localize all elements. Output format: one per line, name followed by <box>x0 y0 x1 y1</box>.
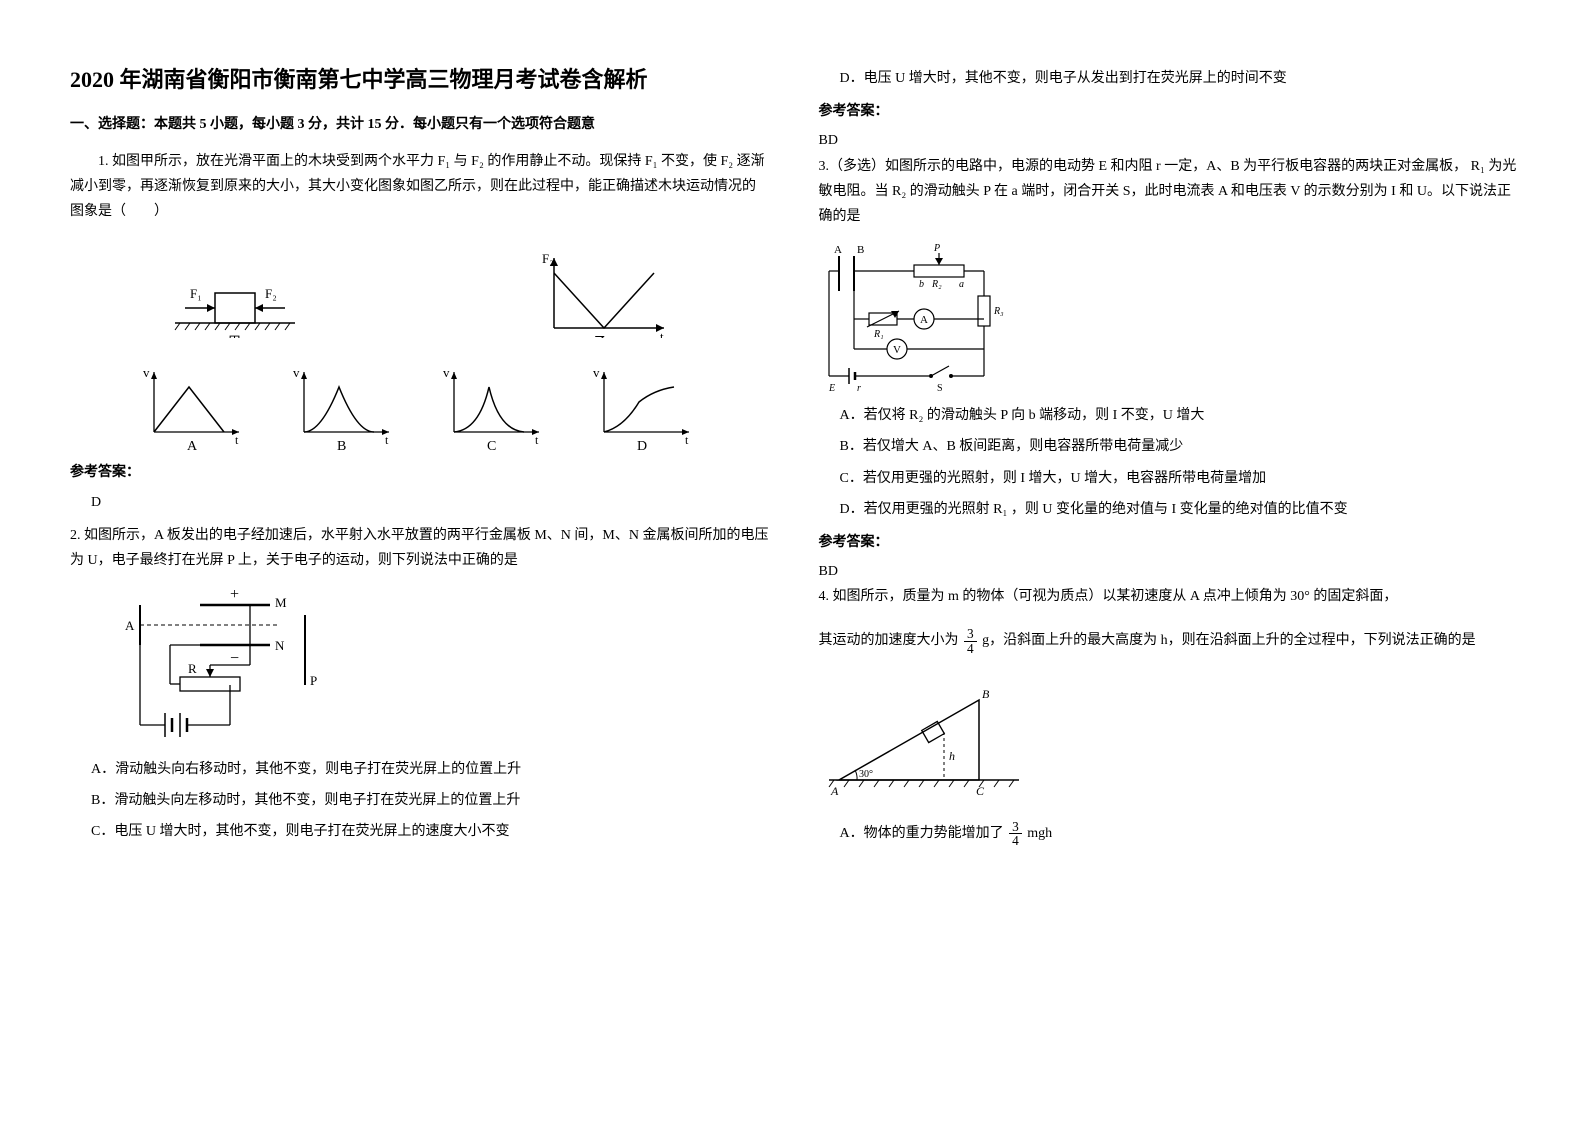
q3-text-post2: 的滑动触头 P 在 a 端时，闭合开关 S，此时电流表 A 和电压表 V 的示数… <box>819 184 1511 224</box>
q1-text: 1. 如图甲所示，放在光滑平面上的木块受到两个水平力 F₁ 与 F₂ 的作用静止… <box>70 149 769 225</box>
q3-text: 3.（多选）如图所示的电路中，电源的电动势 E 和内阻 r 一定，A、B 为平行… <box>819 154 1518 230</box>
q1-fig-row2: v t A v t B v t C <box>70 362 769 452</box>
svg-text:乙: 乙 <box>594 334 607 338</box>
svg-text:B: B <box>857 244 864 256</box>
svg-text:C: C <box>487 439 496 452</box>
q4-figure: h 30° A B C <box>819 670 1029 800</box>
q4-text2-post: g，沿斜面上升的最大高度为 h，则在沿斜面上升的全过程中，下列说法正确的是 <box>982 633 1476 648</box>
svg-text:E: E <box>828 383 835 391</box>
q1-fig-row1: F₁ F₂ 甲 F₂ t 乙 <box>70 236 769 350</box>
q3-choice-B: B．若仅增大 A、B 板间距离，则电容器所带电荷量减少 <box>840 434 1518 459</box>
q1-choice-B: v t B <box>289 362 399 452</box>
q4-choice-A-pre: A．物体的重力势能增加了 <box>840 826 1004 841</box>
q3-choice-D-r1: R₁ <box>993 502 1007 517</box>
q3-choice-D-pre: D．若仅用更强的光照射 <box>840 502 990 517</box>
svg-text:R: R <box>188 661 197 676</box>
q2-choice-A: A．滑动触头向右移动时，其他不变，则电子打在荧光屏上的位置上升 <box>91 757 769 782</box>
q2-choice-D: D．电压 U 增大时，其他不变，则电子从发出到打在荧光屏上的时间不变 <box>840 66 1518 91</box>
right-column: D．电压 U 增大时，其他不变，则电子从发出到打在荧光屏上的时间不变 参考答案：… <box>819 60 1518 1062</box>
svg-text:F₂: F₂ <box>542 251 554 266</box>
svg-text:F₁: F₁ <box>190 286 202 301</box>
svg-text:30°: 30° <box>859 769 873 780</box>
q2-text: 2. 如图所示，A 板发出的电子经加速后，水平射入水平放置的两平行金属板 M、N… <box>70 523 769 573</box>
page-title: 2020 年湖南省衡阳市衡南第七中学高三物理月考试卷含解析 <box>70 60 769 100</box>
q3-r2: R₂ <box>892 184 906 199</box>
q3-choice-A: A．若仅将 R₂ 的滑动触头 P 向 b 端移动，则 I 不变，U 增大 <box>840 403 1518 428</box>
left-column: 2020 年湖南省衡阳市衡南第七中学高三物理月考试卷含解析 一、选择题：本题共 … <box>70 60 769 1062</box>
svg-text:t: t <box>535 433 539 447</box>
q4-text1: 4. 如图所示，质量为 m 的物体（可视为质点）以某初速度从 A 点冲上倾角为 … <box>819 584 1518 609</box>
q1-choice-A: v t A <box>139 362 249 452</box>
svg-text:v: v <box>143 365 150 380</box>
svg-text:F₂: F₂ <box>265 286 277 301</box>
q3-choice-D-post: ，则 U 变化量的绝对值与 I 变化量的绝对值的比值不变 <box>1011 502 1348 517</box>
svg-text:v: v <box>593 365 600 380</box>
svg-text:t: t <box>685 433 689 447</box>
svg-text:t: t <box>235 433 239 447</box>
svg-text:B: B <box>337 439 346 452</box>
q3-choice-A-pre: A．若仅将 <box>840 408 906 423</box>
q4-choice-A-post: mgh <box>1027 826 1052 841</box>
q4-frac2: 3 4 <box>1009 820 1022 848</box>
svg-text:v: v <box>443 365 450 380</box>
q1-fig-yi: F₂ t 乙 <box>534 248 674 338</box>
q4-text2-pre: 其运动的加速度大小为 <box>819 633 959 648</box>
svg-text:P: P <box>933 243 940 254</box>
svg-text:t: t <box>660 329 664 338</box>
svg-text:N: N <box>275 638 285 653</box>
svg-text:甲: 甲 <box>228 334 241 338</box>
q4-frac1-den: 4 <box>964 642 977 655</box>
svg-text:+: + <box>230 586 239 603</box>
svg-text:R₂: R₂ <box>931 279 942 290</box>
svg-text:A: A <box>920 314 928 326</box>
svg-text:A: A <box>834 244 842 256</box>
q4-frac2-num: 3 <box>1009 820 1022 834</box>
svg-text:r: r <box>857 383 861 391</box>
section1-heading: 一、选择题：本题共 5 小题，每小题 3 分，共计 15 分．每小题只有一个选项… <box>70 112 769 137</box>
svg-text:C: C <box>976 784 985 798</box>
svg-text:A: A <box>125 618 135 633</box>
svg-text:B: B <box>982 687 990 701</box>
q2-answer-label: 参考答案： <box>819 99 1518 124</box>
svg-text:t: t <box>385 433 389 447</box>
q4-frac1: 3 4 <box>964 627 977 655</box>
q4-frac2-den: 4 <box>1009 834 1022 847</box>
q3-choice-A-post: 的滑动触头 P 向 b 端移动，则 I 不变，U 增大 <box>927 408 1205 423</box>
q4-frac1-num: 3 <box>964 627 977 641</box>
q3-choice-A-r2: R₂ <box>909 408 923 423</box>
svg-text:A: A <box>830 784 839 798</box>
q3-figure: A B b a R₂ P R₃ R₁ A V <box>819 241 1039 391</box>
q3-answer: BD <box>819 559 1518 584</box>
q3-text-pre: 3.（多选）如图所示的电路中，电源的电动势 E 和内阻 r 一定，A、B 为平行… <box>819 159 1468 174</box>
svg-text:v: v <box>293 365 300 380</box>
q3-answer-label: 参考答案： <box>819 530 1518 555</box>
q3-choice-D: D．若仅用更强的光照射 R₁ ，则 U 变化量的绝对值与 I 变化量的绝对值的比… <box>840 497 1518 522</box>
q2-choice-B: B．滑动触头向左移动时，其他不变，则电子打在荧光屏上的位置上升 <box>91 788 769 813</box>
svg-text:h: h <box>949 749 955 763</box>
svg-text:S: S <box>937 383 943 391</box>
q3-r1: R₁ <box>1471 159 1485 174</box>
q1-choice-D: v t D <box>589 362 699 452</box>
q1-fig-jia: F₁ F₂ 甲 <box>165 248 305 338</box>
svg-text:R₁: R₁ <box>873 329 884 340</box>
svg-text:D: D <box>637 439 647 452</box>
svg-text:P: P <box>310 673 317 688</box>
svg-text:R₃: R₃ <box>993 306 1004 317</box>
q2-answer: BD <box>819 128 1518 153</box>
svg-text:M: M <box>275 595 287 610</box>
q2-choice-C: C．电压 U 增大时，其他不变，则电子打在荧光屏上的速度大小不变 <box>91 819 769 844</box>
q2-figure: A + M − N P R <box>110 585 330 745</box>
svg-text:b: b <box>919 279 924 290</box>
q1-answer: D <box>91 490 769 515</box>
svg-text:A: A <box>187 439 198 452</box>
q1-answer-label: 参考答案： <box>70 460 769 485</box>
q3-choice-C: C．若仅用更强的光照射，则 I 增大，U 增大，电容器所带电荷量增加 <box>840 466 1518 491</box>
svg-text:a: a <box>959 279 964 290</box>
q4-text2: 其运动的加速度大小为 3 4 g，沿斜面上升的最大高度为 h，则在沿斜面上升的全… <box>819 627 1518 655</box>
q1-choice-C: v t C <box>439 362 549 452</box>
svg-text:V: V <box>893 344 901 356</box>
q4-choice-A: A．物体的重力势能增加了 3 4 mgh <box>840 820 1518 848</box>
